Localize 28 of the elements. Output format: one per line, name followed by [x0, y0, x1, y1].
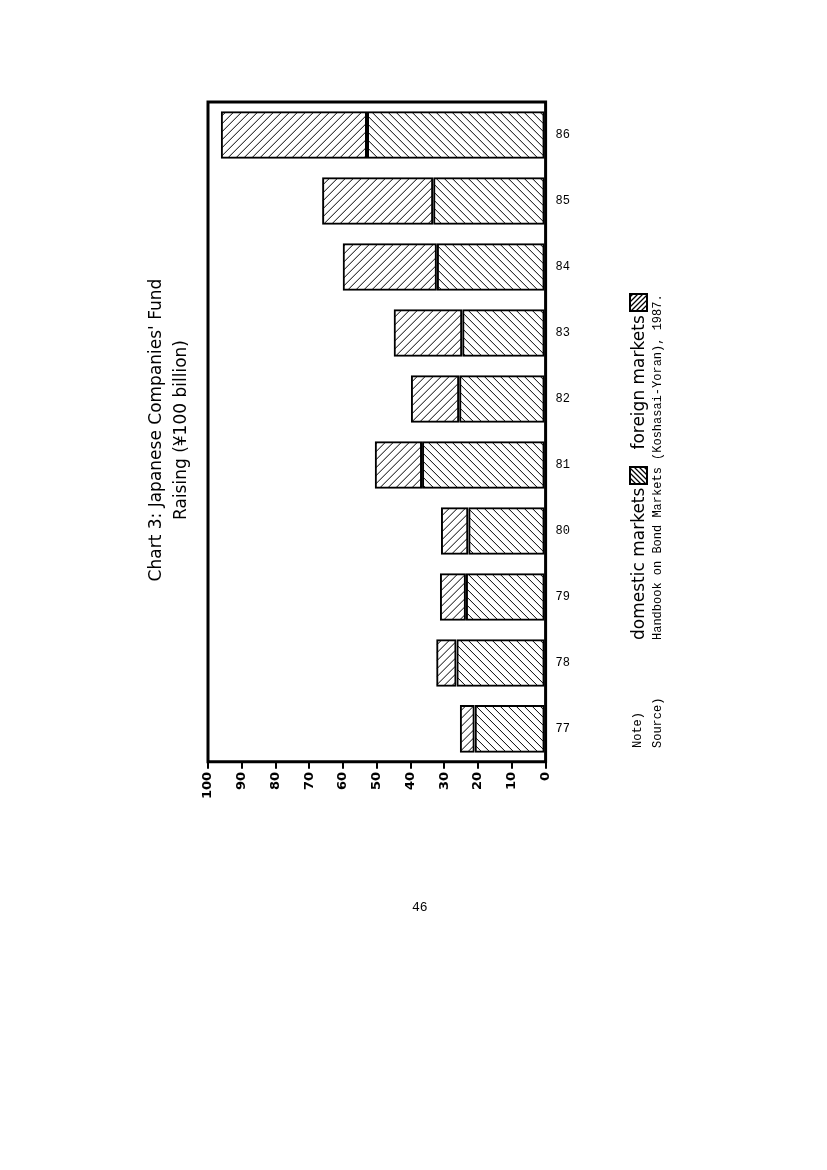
- y-tick-label: 78: [555, 656, 570, 671]
- legend-label: domestic markets: [628, 487, 648, 640]
- text: Chart 3: Japanese Companies' Fund Raising (¥100 billion): [144, 277, 191, 584]
- x-tick-label: 90: [233, 771, 249, 790]
- x-tick-label: 20: [469, 771, 485, 790]
- x-tick-label: 80: [266, 771, 282, 790]
- text: Note): [631, 711, 645, 748]
- text: Handbook on Bond Markets (Koshasai-Yoran), 1987.: [651, 294, 665, 640]
- y-tick-label: 82: [555, 392, 570, 407]
- x-tick-label: 10: [503, 771, 519, 790]
- y-tick-label: 77: [555, 722, 570, 737]
- source-note: Source): [651, 696, 665, 748]
- y-tick-label: 83: [555, 326, 570, 341]
- x-tick-label: 30: [435, 771, 451, 790]
- y-tick-label: 79: [555, 590, 570, 605]
- x-tick-label: 40: [401, 771, 417, 790]
- x-tick-label: 70: [300, 771, 316, 790]
- y-tick-label: 85: [555, 194, 570, 209]
- x-tick-label: 100: [199, 771, 215, 799]
- x-tick-label: 60: [334, 771, 350, 790]
- x-tick-label: 0: [536, 771, 552, 781]
- x-tick-label: 50: [368, 771, 384, 790]
- y-tick-label: 81: [555, 458, 570, 473]
- y-tick-label: 86: [555, 128, 570, 143]
- text: 46: [412, 900, 428, 915]
- y-tick-label: 80: [555, 524, 570, 539]
- y-tick-label: 84: [555, 260, 570, 275]
- legend-label: foreign markets: [628, 315, 648, 450]
